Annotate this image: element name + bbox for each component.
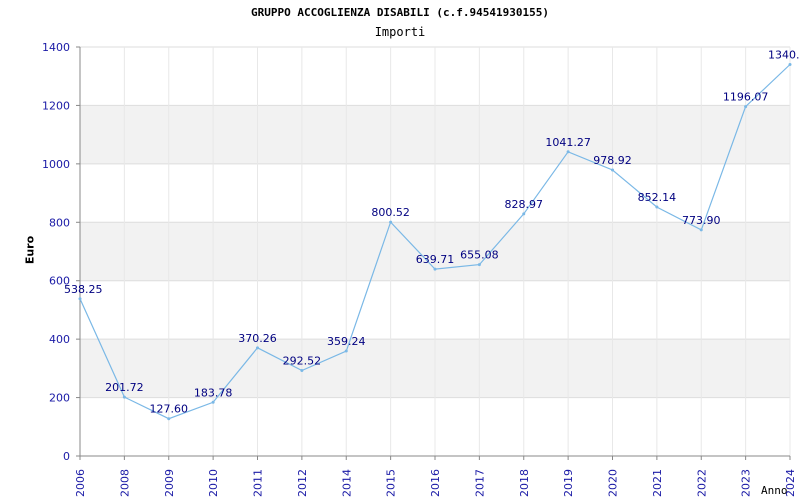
x-tick-label: 2020 [607, 469, 620, 497]
y-tick-label: 1000 [42, 158, 70, 171]
x-tick-label: 2010 [207, 469, 220, 497]
data-label: 359.24 [327, 335, 366, 348]
data-point [744, 105, 748, 109]
data-label: 1340.1 [768, 48, 800, 61]
data-point [699, 228, 703, 232]
data-point [78, 297, 82, 301]
data-point [433, 267, 437, 271]
data-label: 201.72 [105, 381, 144, 394]
data-point [522, 212, 526, 216]
x-tick-label: 2015 [385, 469, 398, 497]
data-label: 127.60 [150, 403, 189, 416]
data-label: 655.08 [460, 249, 499, 262]
data-point [167, 417, 171, 421]
y-tick-label: 1400 [42, 41, 70, 54]
data-label: 538.25 [64, 283, 103, 296]
data-label: 370.26 [238, 332, 277, 345]
data-label: 1041.27 [545, 136, 591, 149]
y-tick-label: 800 [49, 216, 70, 229]
data-point [788, 62, 792, 66]
x-tick-label: 2008 [118, 469, 131, 497]
data-label: 183.78 [194, 386, 233, 399]
x-tick-label: 2006 [74, 469, 87, 497]
x-tick-label: 2018 [518, 469, 531, 497]
data-point [211, 400, 215, 404]
x-tick-label: 2009 [163, 469, 176, 497]
y-tick-label: 1200 [42, 99, 70, 112]
data-point [655, 205, 659, 209]
x-tick-label: 2021 [651, 469, 664, 497]
x-tick-label: 2012 [296, 469, 309, 497]
y-tick-label: 600 [49, 275, 70, 288]
x-tick-label: 2014 [340, 469, 353, 497]
x-axis-label: Anno [761, 484, 788, 497]
x-tick-label: 2019 [562, 469, 575, 497]
data-label: 773.90 [682, 214, 721, 227]
x-tick-label: 2022 [695, 469, 708, 497]
data-label: 978.92 [593, 154, 632, 167]
data-label: 828.97 [505, 198, 544, 211]
y-tick-label: 400 [49, 333, 70, 346]
data-point [389, 220, 393, 224]
data-label: 800.52 [371, 206, 410, 219]
x-tick-label: 2023 [740, 469, 753, 497]
chart-title: GRUPPO ACCOGLIENZA DISABILI (c.f.9454193… [250, 6, 549, 19]
data-label: 852.14 [638, 191, 677, 204]
x-tick-label: 2011 [252, 469, 265, 497]
data-label: 639.71 [416, 253, 455, 266]
data-label: 292.52 [283, 355, 322, 368]
x-tick-label: 2016 [429, 469, 442, 497]
data-label: 1196.07 [723, 91, 769, 104]
data-point [611, 168, 614, 172]
data-point [566, 150, 570, 154]
y-tick-label: 200 [49, 392, 70, 405]
data-point [122, 395, 126, 399]
chart-subtitle: Importi [374, 25, 426, 39]
data-point [256, 346, 259, 350]
y-tick-label: 0 [63, 450, 70, 463]
x-tick-label: 2024 [784, 469, 797, 497]
data-point [344, 349, 348, 353]
data-point [477, 263, 481, 267]
data-point [300, 369, 304, 373]
x-tick-label: 2017 [473, 469, 486, 497]
